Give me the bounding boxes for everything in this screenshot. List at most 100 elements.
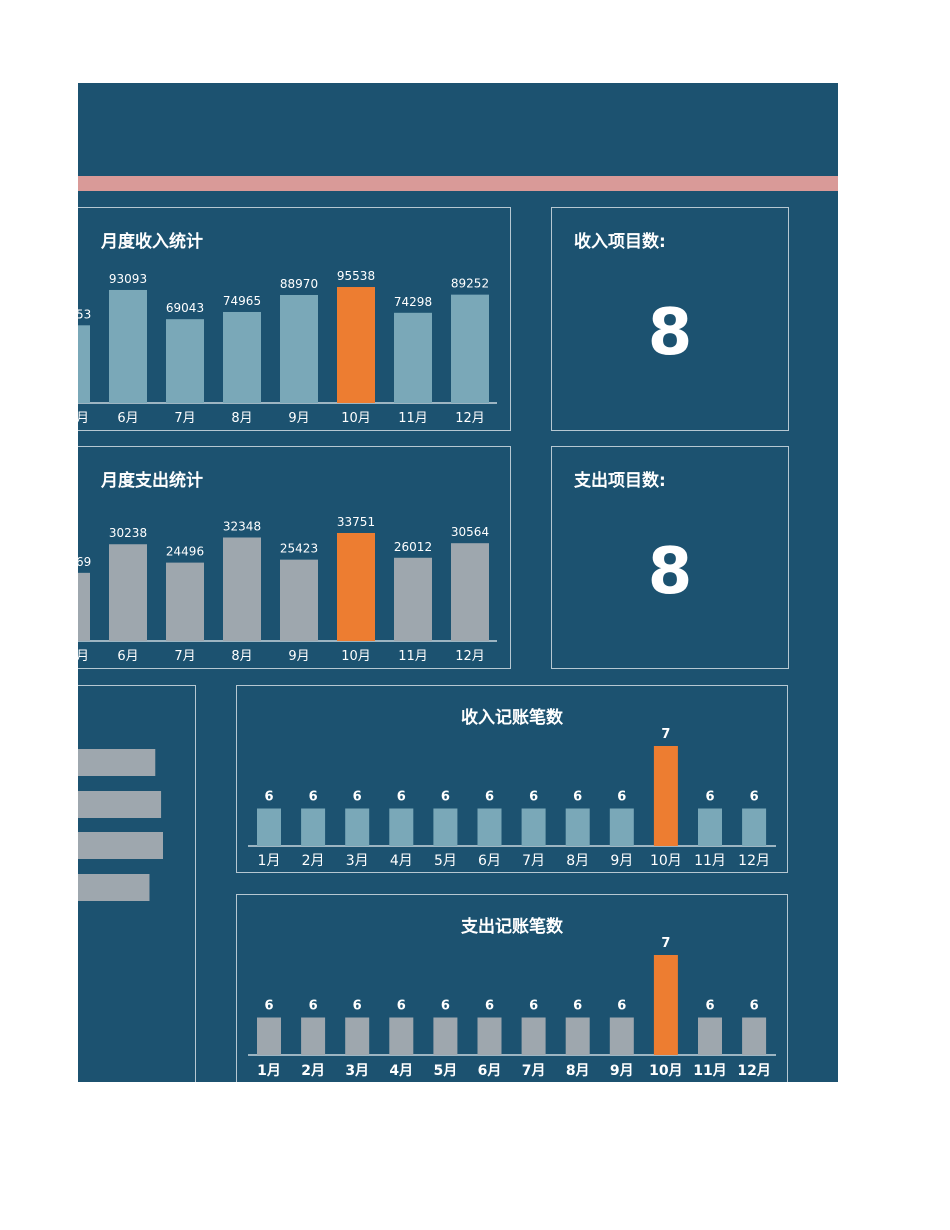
kpi-title: 收入项目数: xyxy=(574,232,666,252)
expense-items-kpi: 支出项目数: 8 xyxy=(551,446,789,669)
axis-label: 8月 xyxy=(231,411,252,426)
data-label: 6 xyxy=(705,790,714,805)
data-label: 89252 xyxy=(451,277,489,291)
data-label: 88970 xyxy=(280,277,318,291)
bar-9月 xyxy=(609,808,634,846)
bar-12月 xyxy=(742,808,767,846)
bar-7月 xyxy=(166,562,204,641)
bar-7月 xyxy=(521,808,546,846)
bar-5月 xyxy=(78,572,90,641)
data-label: 6 xyxy=(573,790,582,805)
data-label: 53 xyxy=(78,307,91,321)
axis-label: 9月 xyxy=(288,649,309,664)
data-label: 6 xyxy=(397,790,406,805)
axis-label: 9月 xyxy=(288,411,309,426)
data-label: 30238 xyxy=(109,526,147,540)
data-label: 6 xyxy=(750,790,759,805)
data-label: 6 xyxy=(441,790,450,805)
axis-label: 5月 xyxy=(434,1063,458,1079)
axis-label: 8月 xyxy=(566,1063,590,1079)
data-label: 6 xyxy=(353,790,362,805)
bar-6月 xyxy=(477,808,502,846)
bar-1月 xyxy=(257,808,281,846)
axis-label: 12月 xyxy=(455,411,485,426)
data-label: 74298 xyxy=(394,295,432,309)
data-label: 26012 xyxy=(394,540,432,554)
data-label: 6 xyxy=(529,999,538,1014)
axis-label: 10月 xyxy=(341,649,371,664)
data-label: 7 xyxy=(661,936,670,951)
bar-6月 xyxy=(109,544,147,641)
chart-title: 支出记账笔数 xyxy=(461,917,563,937)
bar-4月 xyxy=(389,808,414,846)
data-label: 6 xyxy=(353,999,362,1014)
bar-2月 xyxy=(301,808,326,846)
axis-label: 10月 xyxy=(650,853,682,869)
axis-label: 8月 xyxy=(231,649,252,664)
axis-label: 9月 xyxy=(610,1063,634,1079)
axis-label: 11月 xyxy=(398,649,428,664)
axis-label: 4月 xyxy=(390,853,413,869)
data-label: 6 xyxy=(264,790,273,805)
bar-11月 xyxy=(698,1017,722,1055)
bar-4月 xyxy=(389,1017,414,1055)
bar-7月 xyxy=(166,319,204,403)
bar-8月 xyxy=(565,808,590,846)
data-label: 24496 xyxy=(166,545,204,559)
bar-8月 xyxy=(223,537,261,641)
bar-11月 xyxy=(394,557,432,641)
axis-label: 4月 xyxy=(389,1063,413,1079)
bar-11月 xyxy=(394,312,432,403)
horizontal-bar-panel xyxy=(78,685,196,1082)
data-label: 30564 xyxy=(451,525,489,539)
axis-label: 7月 xyxy=(174,411,195,426)
axis-label: 6月 xyxy=(478,853,501,869)
monthly-expense-panel: 月度支出统计 xyxy=(78,446,511,669)
data-label: 95538 xyxy=(337,269,375,283)
data-label: 6 xyxy=(529,790,538,805)
bar-8月 xyxy=(223,311,261,403)
axis-label: 7月 xyxy=(522,853,545,869)
data-label: 6 xyxy=(617,790,626,805)
header-stripe xyxy=(78,176,838,191)
axis-label: 12月 xyxy=(738,853,770,869)
bar-1月 xyxy=(257,1017,281,1055)
expense-count-panel: 支出记账笔数 xyxy=(236,894,788,1082)
data-label: 32348 xyxy=(223,519,261,533)
axis-label: 6月 xyxy=(478,1063,502,1079)
axis-label: 月 xyxy=(78,411,89,426)
data-label: 6 xyxy=(485,999,494,1014)
data-label: 6 xyxy=(309,790,318,805)
bar-12月 xyxy=(742,1017,767,1055)
chart-title: 月度收入统计 xyxy=(101,232,203,252)
data-label: 6 xyxy=(264,999,273,1014)
data-label: 6 xyxy=(309,999,318,1014)
axis-label: 5月 xyxy=(434,853,457,869)
axis-label: 1月 xyxy=(258,853,281,869)
bar-10月 xyxy=(337,533,375,641)
bar-5月 xyxy=(78,325,90,403)
bar-7月 xyxy=(521,1017,546,1055)
data-label: 6 xyxy=(705,999,714,1014)
data-label: 69043 xyxy=(166,301,204,315)
data-label: 33751 xyxy=(337,515,375,529)
bar-10月 xyxy=(653,746,678,846)
bar-10月 xyxy=(653,955,678,1055)
data-label: 6 xyxy=(573,999,582,1014)
income-items-kpi: 收入项目数: 8 xyxy=(551,207,789,431)
axis-label: 9月 xyxy=(610,853,633,869)
bar-9月 xyxy=(280,294,318,403)
data-label: 6 xyxy=(750,999,759,1014)
horizontal-bar xyxy=(78,874,150,901)
axis-label: 6月 xyxy=(117,411,138,426)
bar-5月 xyxy=(433,1017,458,1055)
bar-9月 xyxy=(280,559,318,641)
axis-label: 1月 xyxy=(257,1063,281,1079)
axis-label: 11月 xyxy=(693,1063,726,1079)
axis-label: 11月 xyxy=(694,853,726,869)
axis-label: 3月 xyxy=(346,853,369,869)
kpi-title: 支出项目数: xyxy=(574,471,666,491)
axis-label: 8月 xyxy=(566,853,589,869)
monthly-income-panel: 月度收入统计 xyxy=(78,207,511,431)
bar-12月 xyxy=(451,543,489,641)
